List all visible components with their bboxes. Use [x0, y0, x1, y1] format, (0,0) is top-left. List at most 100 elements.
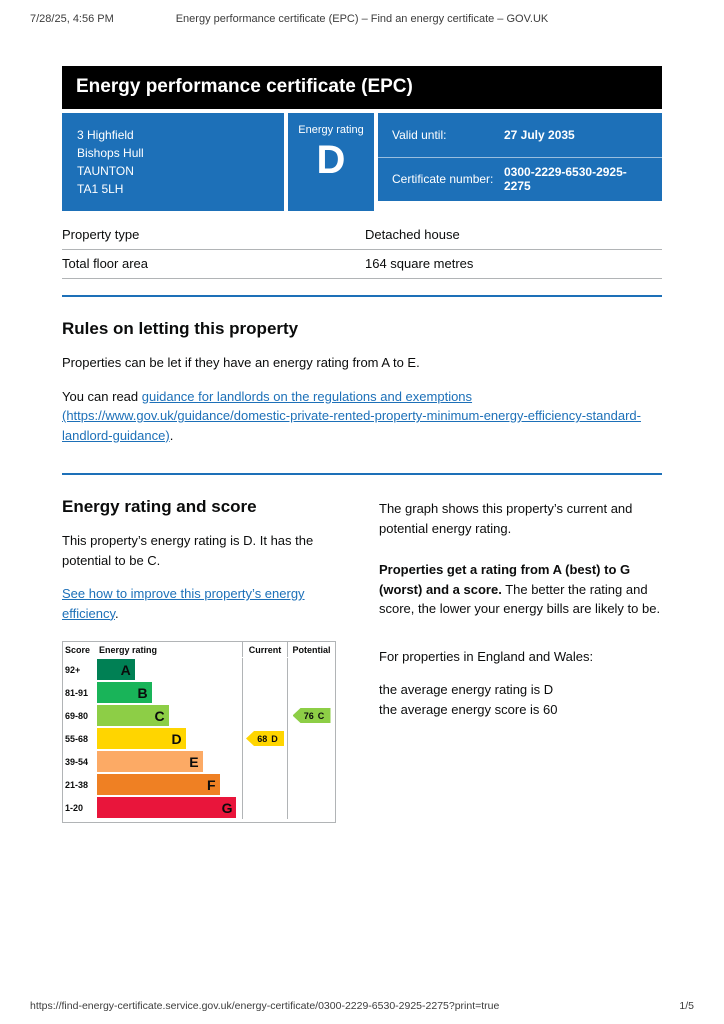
- floor-area-value: 164 square metres: [365, 256, 474, 271]
- england-wales-intro: For properties in England and Wales:: [379, 648, 594, 664]
- print-header: 7/28/25, 4:56 PM Energy performance cert…: [30, 13, 694, 27]
- guidance-text-suffix: .: [169, 427, 174, 443]
- band-bar-f: F: [97, 774, 220, 795]
- current-column-cell: [242, 796, 287, 819]
- epc-band-row: 39-54 E: [63, 750, 335, 773]
- valid-until-row: Valid until: 27 July 2035: [378, 113, 662, 157]
- potential-rating-marker: 76 C: [292, 708, 331, 723]
- band-bar-a: A: [97, 659, 135, 680]
- current-rating-marker: 68 D: [246, 731, 284, 746]
- epc-chart-header: Score Energy rating Current Potential: [63, 642, 335, 657]
- print-page-number: 1/5: [679, 1000, 694, 1012]
- potential-column-cell: [287, 796, 335, 819]
- address-line: 3 Highfield: [77, 128, 134, 142]
- table-row: Property type Detached house: [62, 221, 662, 250]
- section-divider: [62, 473, 662, 475]
- address-line: Bishops Hull: [77, 146, 144, 160]
- rating-paragraph: This property’s energy rating is D. It h…: [62, 533, 314, 568]
- current-column-cell: 68 D: [242, 727, 287, 750]
- potential-column-cell: [287, 750, 335, 773]
- rating-column: Energy rating and score This property’s …: [62, 497, 345, 823]
- band-score-range: 92+: [65, 664, 81, 675]
- certificate-meta-box: Valid until: 27 July 2035 Certificate nu…: [378, 113, 662, 201]
- chart-rating-header: Energy rating: [99, 645, 158, 655]
- band-bar-b: B: [97, 682, 152, 703]
- table-row: Total floor area 164 square metres: [62, 250, 662, 279]
- potential-column-cell: [287, 658, 335, 681]
- averages-paragraph: the average energy rating is D the avera…: [379, 680, 662, 719]
- rules-heading: Rules on letting this property: [62, 319, 299, 338]
- epc-band-row: 1-20 G: [63, 796, 335, 819]
- energy-rating-value: D: [316, 138, 346, 182]
- rating-explanation-bold: Properties get a rating from A (best) to…: [379, 562, 631, 597]
- band-score-range: 55-68: [65, 733, 89, 744]
- current-column-cell: [242, 773, 287, 796]
- epc-band-row: 55-68 D 68 D: [63, 727, 335, 750]
- improve-paragraph: See how to improve this property’s energ…: [62, 584, 345, 623]
- guidance-paragraph: You can read guidance for landlords on t…: [62, 387, 662, 446]
- print-footer: https://find-energy-certificate.service.…: [30, 1000, 694, 1012]
- valid-until-label: Valid until:: [392, 127, 447, 142]
- property-details-table: Property type Detached house Total floor…: [62, 221, 662, 279]
- chart-current-header: Current: [242, 642, 287, 657]
- property-type-value: Detached house: [365, 227, 460, 242]
- potential-column-cell: [287, 727, 335, 750]
- energy-rating-box: Energy rating D: [288, 113, 374, 211]
- current-column-cell: [242, 704, 287, 727]
- improve-efficiency-link[interactable]: See how to improve this property’s energ…: [62, 586, 305, 621]
- chart-score-header: Score: [65, 645, 91, 655]
- current-column-cell: [242, 658, 287, 681]
- guidance-text-prefix: You can read: [62, 388, 142, 404]
- band-bar-g: G: [97, 797, 237, 818]
- band-score-range: 39-54: [65, 756, 89, 767]
- potential-column-cell: [287, 773, 335, 796]
- address-line: TA1 5LH: [77, 182, 124, 196]
- section-divider: [62, 295, 662, 297]
- potential-column-cell: 76 C: [287, 704, 335, 727]
- band-score-range: 21-38: [65, 779, 89, 790]
- address-line: TAUNTON: [77, 164, 134, 178]
- band-bar-c: C: [97, 705, 169, 726]
- epc-band-row: 69-80 C 76 C: [63, 704, 335, 727]
- band-score-range: 1-20: [65, 802, 84, 813]
- rules-section: Rules on letting this property Propertie…: [62, 319, 662, 445]
- current-column-cell: [242, 750, 287, 773]
- epc-rating-chart: Score Energy rating Current Potential 92…: [62, 641, 336, 823]
- band-bar-d: D: [97, 728, 186, 749]
- epc-band-row: 21-38 F: [63, 773, 335, 796]
- certificate-number-value: 0300-2229-6530-2925-2275: [504, 165, 627, 194]
- potential-column-cell: [287, 681, 335, 704]
- explanation-column: The graph shows this property’s current …: [379, 497, 662, 823]
- current-column-cell: [242, 681, 287, 704]
- page-title: Energy performance certificate (EPC): [62, 66, 662, 109]
- average-score-line: the average energy score is 60: [379, 701, 558, 717]
- rules-paragraph: Properties can be let if they have an en…: [62, 355, 420, 370]
- rating-heading: Energy rating and score: [62, 497, 257, 516]
- epc-chart-rows: 92+ A 81-91 B 69-80 C 76 C 55-68 D 68 D 39-54 E 21-38 F…: [63, 657, 335, 822]
- rating-explanation-rest: The better the rating and score, the low…: [379, 581, 661, 617]
- average-rating-line: the average energy rating is D: [379, 682, 554, 697]
- energy-rating-label: Energy rating: [298, 124, 364, 136]
- property-type-label: Property type: [62, 227, 140, 242]
- floor-area-label: Total floor area: [62, 256, 148, 271]
- landlord-guidance-link[interactable]: guidance for landlords on the regulation…: [62, 388, 641, 443]
- property-address: 3 Highfield Bishops Hull TAUNTON TA1 5LH: [62, 113, 284, 211]
- band-score-range: 81-91: [65, 687, 89, 698]
- rating-explanation: Properties get a rating from A (best) to…: [379, 560, 662, 619]
- print-url: https://find-energy-certificate.service.…: [30, 1000, 500, 1012]
- valid-until-value: 27 July 2035: [504, 127, 575, 142]
- certificate-number-row: Certificate number: 0300-2229-6530-2925-…: [378, 156, 662, 202]
- certificate-summary: 3 Highfield Bishops Hull TAUNTON TA1 5LH…: [62, 113, 662, 211]
- graph-explanation: The graph shows this property’s current …: [379, 501, 633, 536]
- improve-suffix: .: [115, 605, 119, 621]
- print-timestamp: 7/28/25, 4:56 PM: [30, 13, 114, 25]
- rating-and-score-section: Energy rating and score This property’s …: [62, 497, 662, 823]
- chart-potential-header: Potential: [287, 642, 335, 657]
- epc-band-row: 81-91 B: [63, 681, 335, 704]
- band-bar-e: E: [97, 751, 203, 772]
- certificate-number-label: Certificate number:: [392, 172, 494, 187]
- certificate-page: Energy performance certificate (EPC) 3 H…: [62, 0, 662, 823]
- band-score-range: 69-80: [65, 710, 89, 721]
- print-page-title: Energy performance certificate (EPC) – F…: [175, 13, 549, 25]
- epc-band-row: 92+ A: [63, 658, 335, 681]
